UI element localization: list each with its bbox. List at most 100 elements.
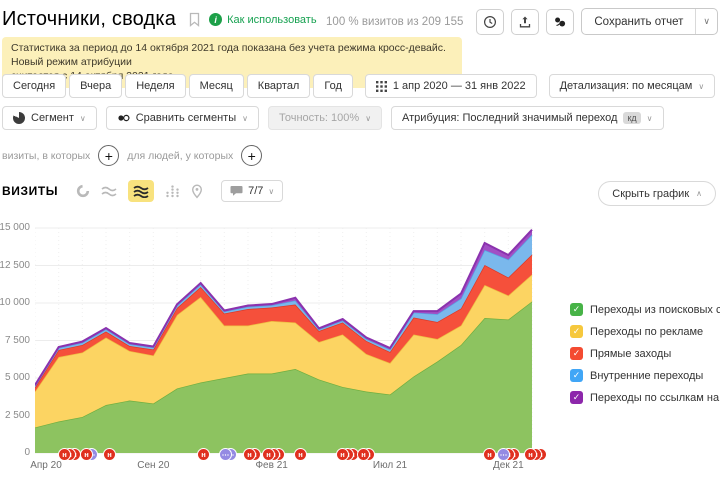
legend-label: Переходы из поисковых систем: [590, 303, 720, 316]
y-tick-label: 5 000: [4, 372, 30, 383]
visits-stacked-area-chart: 0 2 500 5 000 7 500 10 000 12 500 15 000 Апр 2…: [0, 215, 720, 480]
hide-chart-label: Скрыть график: [612, 187, 690, 200]
area-series-1[interactable]: [35, 301, 532, 454]
area-series-2[interactable]: [35, 274, 532, 428]
speech-bubble-icon: [230, 186, 243, 196]
period-button-2[interactable]: Вчера: [69, 74, 123, 98]
legend-item-4[interactable]: ✓ Внутренние переходы: [570, 369, 720, 382]
info-icon: i: [209, 13, 223, 26]
y-tick-label: 12 500: [0, 259, 30, 271]
how-to-use-label: Как использовать: [227, 13, 317, 26]
chart-controls: Визиты: [2, 180, 284, 202]
save-report-button[interactable]: Сохранить отчет ∨: [581, 8, 718, 35]
holiday-annotation-marker[interactable]: н: [243, 448, 256, 461]
legend-item-1[interactable]: ✓ Переходы из поисковых систем: [570, 303, 720, 316]
cross-device-badge: кд: [623, 112, 641, 124]
precision-dropdown[interactable]: Точность: 100% ∨: [268, 106, 383, 130]
map-pin-icon[interactable]: [191, 183, 203, 199]
page-title: Источники, сводка: [2, 8, 177, 30]
detail-dropdown[interactable]: Детализация: по месяцам ∨: [548, 74, 716, 98]
holiday-annotation-marker[interactable]: н: [197, 448, 210, 461]
visits-share-text: 100 % визитов из 209 155: [326, 15, 464, 28]
legend-item-3[interactable]: ✓ Прямые заходы: [570, 347, 720, 360]
precision-label: Точность: 100%: [279, 112, 360, 124]
chevron-down-icon: ∨: [698, 81, 705, 91]
bookmark-icon[interactable]: [188, 12, 201, 27]
chevron-down-icon: ∨: [365, 113, 372, 123]
how-to-use-link[interactable]: i Как использовать: [209, 13, 317, 26]
x-tick-label: Фев 21: [255, 460, 288, 471]
legend-checkbox-checked[interactable]: ✓: [570, 391, 583, 404]
period-buttons: Сегодня Вчера Неделя Месяц Квартал Год: [2, 74, 353, 98]
detail-label: Детализация: по месяцам: [559, 80, 693, 92]
period-toolbar: Сегодня Вчера Неделя Месяц Квартал Год 1 апр …: [2, 74, 720, 98]
compare-segments-button[interactable]: Сравнить сегменты ∨: [105, 106, 259, 130]
add-visits-filter-button[interactable]: +: [98, 145, 120, 166]
period-button-4[interactable]: Месяц: [188, 74, 244, 98]
chevron-down-icon: ∨: [646, 113, 653, 123]
history-button[interactable]: [476, 8, 505, 35]
date-range-label: 1 апр 2020 — 31 янв 2022: [392, 80, 526, 92]
area-series-3[interactable]: [35, 254, 532, 392]
x-axis-labels: Апр 20 Сен 20 Фев 21 Июл 21 Дек 21: [30, 460, 545, 474]
x-tick-label: Сен 20: [137, 460, 170, 471]
attribution-dropdown[interactable]: Атрибуция: Последний значимый переход кд…: [391, 106, 664, 130]
x-tick-label: Июл 21: [372, 460, 408, 471]
period-button-5[interactable]: Квартал: [246, 74, 311, 98]
x-tick-label: Дек 21: [493, 460, 524, 471]
compare-segments-label: Сравнить сегменты: [135, 112, 237, 124]
people-filter-label: для людей, у которых: [127, 149, 234, 162]
holiday-annotation-marker[interactable]: н: [357, 448, 370, 461]
chevron-down-icon[interactable]: ∨: [695, 9, 717, 34]
legend-checkbox-checked[interactable]: ✓: [570, 369, 583, 382]
period-button-6[interactable]: Год: [313, 74, 353, 98]
visits-filter-label: визиты, в которых: [2, 149, 91, 162]
legend-label: Прямые заходы: [590, 347, 672, 360]
legend-checkbox-checked[interactable]: ✓: [570, 325, 583, 338]
hide-chart-button[interactable]: Скрыть график ∧: [598, 181, 716, 206]
filter-row: визиты, в которых + для людей, у которых…: [2, 145, 263, 166]
legend-label: Внутренние переходы: [590, 369, 704, 382]
comments-count: 7/7: [248, 185, 264, 197]
comments-dropdown[interactable]: 7/7 ∨: [221, 180, 284, 202]
compare-button[interactable]: [546, 8, 575, 35]
columns-chart-icon[interactable]: [165, 184, 180, 198]
line-chart-icon[interactable]: [101, 185, 117, 197]
comment-annotation-marker[interactable]: ⋯: [497, 448, 510, 461]
save-report-label: Сохранить отчет: [594, 15, 684, 28]
holiday-annotation-marker[interactable]: н: [80, 448, 93, 461]
period-button-1[interactable]: Сегодня: [2, 74, 67, 98]
holiday-annotation-marker[interactable]: н: [294, 448, 307, 461]
legend-item-2[interactable]: ✓ Переходы по рекламе: [570, 325, 720, 338]
stacked-area-chart-icon-selected[interactable]: [128, 180, 155, 202]
y-tick-label: 15 000: [0, 222, 30, 233]
add-people-filter-button[interactable]: +: [241, 145, 263, 166]
holiday-annotation-marker[interactable]: н: [336, 448, 349, 461]
export-button[interactable]: [511, 8, 540, 35]
chart-legend: ✓ Переходы из поисковых систем ✓ Переходы п…: [570, 303, 720, 413]
holiday-annotation-marker[interactable]: н: [524, 448, 537, 461]
compare-segments-icon: [118, 114, 130, 122]
legend-checkbox-checked[interactable]: ✓: [570, 347, 583, 360]
segment-button[interactable]: Сегмент ∨: [2, 106, 97, 130]
holiday-annotation-marker[interactable]: н: [483, 448, 496, 461]
page-header: Источники, сводка i Как использовать: [2, 8, 317, 31]
compare-segments-icon: [555, 17, 566, 26]
period-button-3[interactable]: Неделя: [125, 74, 186, 98]
legend-item-5[interactable]: ✓ Переходы по ссылкам на сайтах: [570, 391, 720, 404]
y-tick-label: 2 500: [4, 409, 30, 421]
holiday-annotation-marker[interactable]: н: [262, 448, 275, 461]
pie-chart-icon[interactable]: [76, 184, 90, 198]
holiday-annotation-marker[interactable]: н: [103, 448, 116, 461]
banner-line-1: Статистика за период до 14 октября 2021 …: [11, 42, 446, 69]
chevron-down-icon: ∨: [268, 186, 275, 196]
y-tick-label: 7 500: [4, 334, 30, 346]
chart-plot-area[interactable]: [35, 224, 535, 456]
comment-annotation-marker[interactable]: ⋯: [219, 448, 232, 461]
date-range-button[interactable]: 1 апр 2020 — 31 янв 2022: [364, 74, 537, 98]
calendar-grid-icon: [375, 80, 387, 92]
legend-checkbox-checked[interactable]: ✓: [570, 303, 583, 316]
chevron-down-icon: ∨: [242, 113, 248, 123]
segment-label: Сегмент: [31, 112, 74, 124]
holiday-annotation-marker[interactable]: н: [58, 448, 71, 461]
